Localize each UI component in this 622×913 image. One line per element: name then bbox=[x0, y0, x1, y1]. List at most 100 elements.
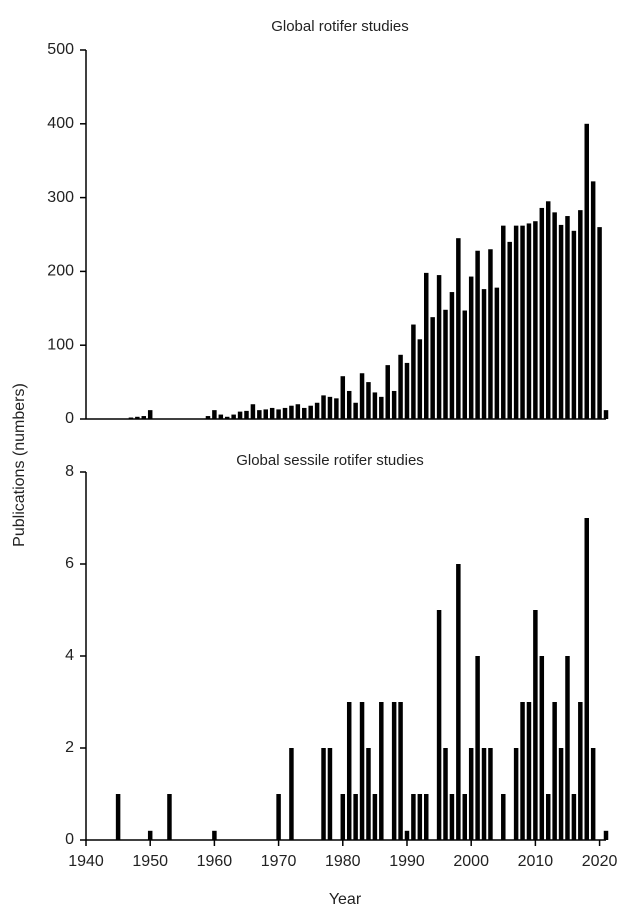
bar bbox=[481, 289, 487, 419]
bar bbox=[391, 702, 397, 840]
chart-title: Global rotifer studies bbox=[271, 18, 409, 35]
bar bbox=[558, 224, 564, 419]
bar bbox=[398, 354, 403, 419]
bar bbox=[590, 748, 596, 840]
bar bbox=[141, 416, 147, 419]
bar bbox=[558, 748, 564, 840]
bar bbox=[417, 339, 423, 419]
x-tick-label: 1950 bbox=[132, 853, 168, 870]
bar bbox=[218, 414, 224, 419]
bar bbox=[526, 702, 532, 840]
y-tick-label: 400 bbox=[47, 115, 74, 132]
bar bbox=[353, 402, 358, 419]
bar bbox=[340, 376, 346, 419]
bar bbox=[526, 223, 532, 419]
y-tick-label: 200 bbox=[47, 263, 74, 280]
x-tick-label: 2000 bbox=[453, 853, 489, 870]
bar bbox=[494, 287, 500, 419]
bar bbox=[391, 390, 397, 419]
bar bbox=[224, 416, 230, 419]
x-tick-label: 1990 bbox=[389, 853, 425, 870]
bar bbox=[590, 181, 596, 419]
y-tick-label: 300 bbox=[47, 189, 74, 206]
bar bbox=[584, 518, 589, 840]
bar bbox=[571, 794, 577, 840]
bar bbox=[533, 610, 538, 840]
bar bbox=[571, 230, 577, 419]
x-tick-label: 1980 bbox=[325, 853, 361, 870]
bar bbox=[462, 794, 468, 840]
bar bbox=[263, 409, 268, 419]
bar bbox=[379, 396, 384, 419]
bar bbox=[212, 830, 217, 840]
bar bbox=[545, 794, 551, 840]
bar bbox=[449, 292, 455, 419]
bar bbox=[276, 409, 281, 419]
bar bbox=[533, 221, 538, 419]
bar bbox=[513, 748, 519, 840]
bar bbox=[205, 416, 211, 419]
bar bbox=[584, 123, 589, 420]
bar bbox=[539, 207, 545, 419]
bar bbox=[436, 610, 442, 840]
bar bbox=[411, 794, 416, 840]
bar bbox=[327, 748, 333, 840]
x-tick-label: 2020 bbox=[582, 853, 618, 870]
bar bbox=[411, 324, 416, 419]
bar bbox=[481, 748, 487, 840]
x-tick-label: 1970 bbox=[261, 853, 297, 870]
bar bbox=[269, 407, 275, 419]
x-tick-label: 1940 bbox=[68, 853, 104, 870]
bar bbox=[565, 216, 570, 419]
bar bbox=[443, 309, 448, 419]
y-tick-label: 6 bbox=[65, 555, 74, 572]
bar bbox=[128, 417, 134, 419]
bar bbox=[603, 830, 609, 840]
bar bbox=[462, 310, 468, 419]
bar bbox=[147, 410, 153, 419]
bar bbox=[321, 395, 326, 419]
bar bbox=[289, 748, 294, 840]
bar bbox=[456, 564, 461, 840]
bar bbox=[379, 702, 384, 840]
bar bbox=[578, 210, 583, 419]
bar bbox=[424, 272, 429, 419]
y-tick-label: 4 bbox=[65, 647, 74, 664]
bar bbox=[398, 702, 403, 840]
bar bbox=[147, 830, 153, 840]
bar bbox=[468, 748, 474, 840]
bar bbox=[346, 702, 352, 840]
bar bbox=[302, 407, 307, 419]
y-axis-label: Publications (numbers) bbox=[11, 383, 28, 547]
bar bbox=[513, 225, 519, 419]
bar bbox=[603, 410, 609, 419]
bar bbox=[366, 382, 371, 419]
bar bbox=[404, 830, 410, 840]
bar bbox=[443, 748, 448, 840]
bar bbox=[488, 249, 493, 419]
y-tick-label: 100 bbox=[47, 336, 74, 353]
bar bbox=[449, 794, 455, 840]
bar bbox=[424, 794, 429, 840]
y-tick-label: 0 bbox=[65, 410, 74, 427]
bar bbox=[468, 276, 474, 419]
bar bbox=[372, 392, 378, 419]
bar bbox=[430, 317, 435, 419]
bar bbox=[346, 390, 352, 419]
bar bbox=[359, 373, 365, 419]
bar bbox=[308, 405, 313, 419]
bar bbox=[539, 656, 545, 840]
bar bbox=[404, 362, 410, 419]
y-tick-label: 0 bbox=[65, 831, 74, 848]
bar bbox=[578, 702, 583, 840]
bar bbox=[475, 656, 480, 840]
bar bbox=[385, 365, 390, 419]
bar bbox=[257, 410, 262, 419]
bar bbox=[520, 225, 525, 419]
bar bbox=[565, 656, 570, 840]
y-tick-label: 2 bbox=[65, 739, 74, 756]
bar bbox=[501, 794, 506, 840]
bar bbox=[597, 227, 602, 419]
y-tick-label: 500 bbox=[47, 41, 74, 58]
